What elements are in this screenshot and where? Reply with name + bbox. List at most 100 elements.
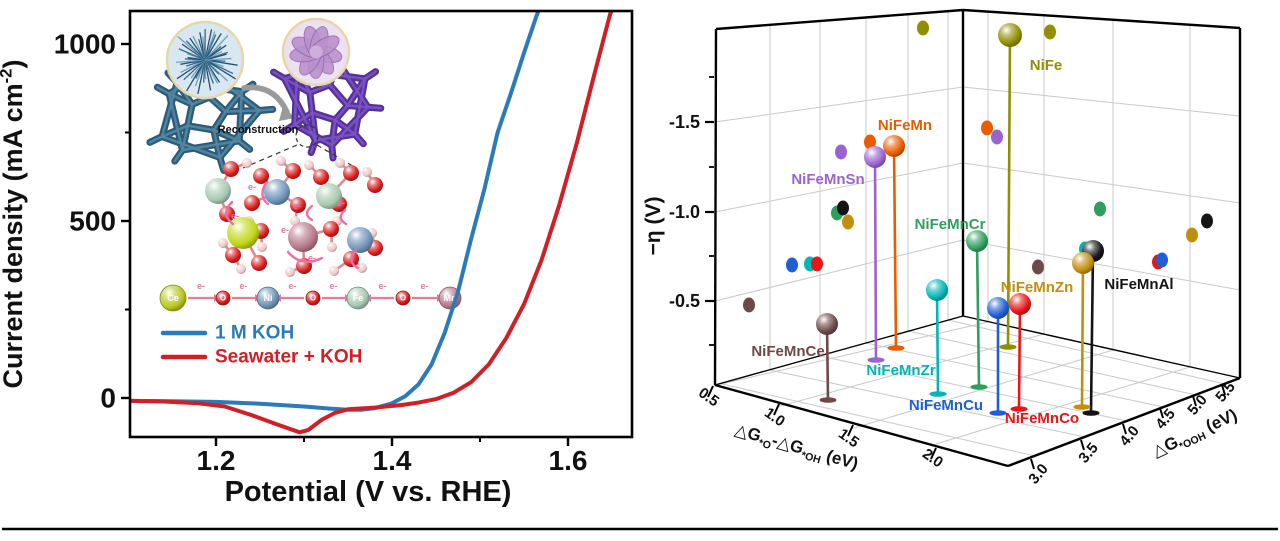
network-branch-highlight bbox=[330, 143, 335, 160]
x-tick-label: 2.0 bbox=[919, 445, 946, 471]
data-ball-nifemn bbox=[883, 135, 905, 157]
oxygen-atom bbox=[367, 177, 383, 193]
electron-label: e- bbox=[231, 211, 239, 221]
legend-label: 1 M KOH bbox=[215, 323, 294, 344]
stem-foot-nifemnce bbox=[819, 397, 837, 403]
electron-transfer-arrow bbox=[350, 248, 360, 270]
oxygen-atom bbox=[285, 163, 301, 179]
starburst-spoke bbox=[183, 59, 206, 81]
network-branch-highlight bbox=[212, 110, 228, 132]
network-branch-highlight bbox=[309, 139, 317, 154]
point-label-nifemnco: NiFeMnCo bbox=[1005, 410, 1079, 427]
grid-line bbox=[947, 319, 1226, 385]
network-branch-highlight bbox=[346, 104, 370, 109]
network-branch-highlight bbox=[310, 111, 337, 122]
chain-atom-o bbox=[215, 290, 231, 306]
chain-atom-o bbox=[305, 290, 321, 306]
projection-right-nifemncr bbox=[1094, 201, 1106, 217]
network-branch-highlight bbox=[333, 104, 349, 122]
box-back-edge bbox=[714, 315, 964, 386]
metal-atom bbox=[347, 227, 373, 253]
chain-atom-label: O bbox=[310, 294, 316, 303]
oxygen-atom bbox=[225, 247, 241, 263]
y-tick bbox=[1221, 384, 1226, 396]
box-edge bbox=[1007, 376, 1241, 468]
grid-line bbox=[865, 342, 1164, 408]
starburst-spoke bbox=[180, 59, 206, 74]
network-branch-highlight bbox=[353, 132, 365, 146]
hydrogen-atom bbox=[218, 238, 228, 248]
chain-atom-ni bbox=[256, 286, 280, 310]
starburst-spoke bbox=[204, 59, 214, 84]
chain-atom-ce bbox=[159, 284, 187, 312]
point-label-nifemncr: NiFeMnCr bbox=[915, 216, 986, 233]
network-branch-highlight bbox=[363, 70, 377, 81]
grid-line bbox=[776, 333, 1045, 408]
y-axis-title: Current density (mA cm-2) bbox=[0, 60, 28, 389]
stem-foot-nifemncr bbox=[970, 384, 988, 390]
grid-line bbox=[712, 321, 989, 387]
network-branch-highlight bbox=[186, 103, 194, 127]
network-branch-highlight bbox=[308, 91, 314, 115]
stem-foot-nifemnal bbox=[1082, 410, 1100, 416]
projection-left-nifemn bbox=[864, 134, 876, 150]
stem-nifemncr bbox=[975, 240, 981, 388]
chain-atom-label: O bbox=[400, 294, 406, 303]
projection-left-nifemncu bbox=[786, 257, 798, 273]
stem-foot-nifemnzr bbox=[929, 391, 947, 397]
stem-nifemnsn bbox=[873, 156, 878, 361]
data-ball-nifemncu bbox=[987, 297, 1009, 319]
lsv-chart: Reconstruction e-e-e-e-e-e-e-e-e-e-e-e- Ce… bbox=[0, 9, 634, 508]
chain-electron-label: e- bbox=[329, 281, 337, 291]
starburst-spoke bbox=[186, 59, 206, 92]
starburst-spoke bbox=[192, 35, 206, 61]
projection-left-nifemnal bbox=[837, 200, 849, 216]
network-branch-highlight bbox=[160, 135, 222, 159]
network-branch-highlight bbox=[330, 105, 370, 147]
network-branch-highlight bbox=[181, 124, 190, 152]
point-label-nifemnsn: NiFeMnSn bbox=[791, 171, 864, 188]
point-label-nifemncu: NiFeMnCu bbox=[909, 397, 983, 414]
z-axis-title: −η (V) bbox=[642, 197, 665, 256]
y-tick bbox=[1122, 423, 1127, 435]
x-axis-title: △G*O-△G*OH (eV) bbox=[732, 420, 861, 476]
network-branch-highlight bbox=[328, 83, 349, 107]
metal-atom bbox=[264, 179, 290, 205]
chain-atom-fe bbox=[346, 286, 370, 310]
network-branch-highlight bbox=[148, 135, 164, 144]
projection-right-nifemnzn bbox=[1186, 227, 1198, 243]
x-tick bbox=[930, 447, 937, 460]
chain-electron-label: e- bbox=[197, 281, 205, 291]
inset-reconstruction-illustration: Reconstruction e-e-e-e-e-e-e-e-e-e-e-e- Ce… bbox=[146, 17, 462, 312]
stem-nifemnal bbox=[1089, 250, 1095, 414]
starburst-spoke bbox=[204, 57, 232, 61]
network-branch-highlight bbox=[272, 70, 286, 80]
y-tick bbox=[1030, 458, 1035, 470]
x-tick-label: 1.6 bbox=[549, 445, 588, 476]
chain-atom-label: Ni bbox=[264, 293, 273, 303]
network-branch-highlight bbox=[160, 124, 190, 138]
starburst-spoke bbox=[197, 59, 206, 95]
point-label-nifemnzn: NiFeMnZn bbox=[1001, 279, 1074, 296]
x-tick bbox=[773, 403, 780, 416]
hydrogen-atom bbox=[362, 167, 372, 177]
projection-right-nifemn bbox=[981, 120, 993, 136]
electron-label: e- bbox=[281, 225, 289, 235]
chain-atom-label: Mn bbox=[444, 293, 457, 303]
zoom-region-circle bbox=[295, 124, 319, 148]
grid-line bbox=[769, 369, 1086, 438]
network-branch-highlight bbox=[282, 123, 297, 133]
molecular-structure-illustration: e-e-e-e-e-e- bbox=[205, 156, 383, 277]
grid-line bbox=[907, 330, 1197, 396]
projection-left-nifemnce bbox=[743, 297, 755, 313]
zoom-callout-line bbox=[242, 144, 298, 169]
projection-right-nifemnal bbox=[1201, 213, 1213, 229]
hydrogen-atom bbox=[236, 264, 246, 274]
y-tick-label: 1000 bbox=[54, 29, 116, 60]
chain-electron-label: e- bbox=[420, 281, 428, 291]
data-ball-nifemnzr bbox=[926, 279, 948, 301]
grid-line bbox=[714, 162, 964, 213]
network-branch-highlight bbox=[330, 118, 337, 147]
starburst-spoke bbox=[204, 34, 217, 61]
